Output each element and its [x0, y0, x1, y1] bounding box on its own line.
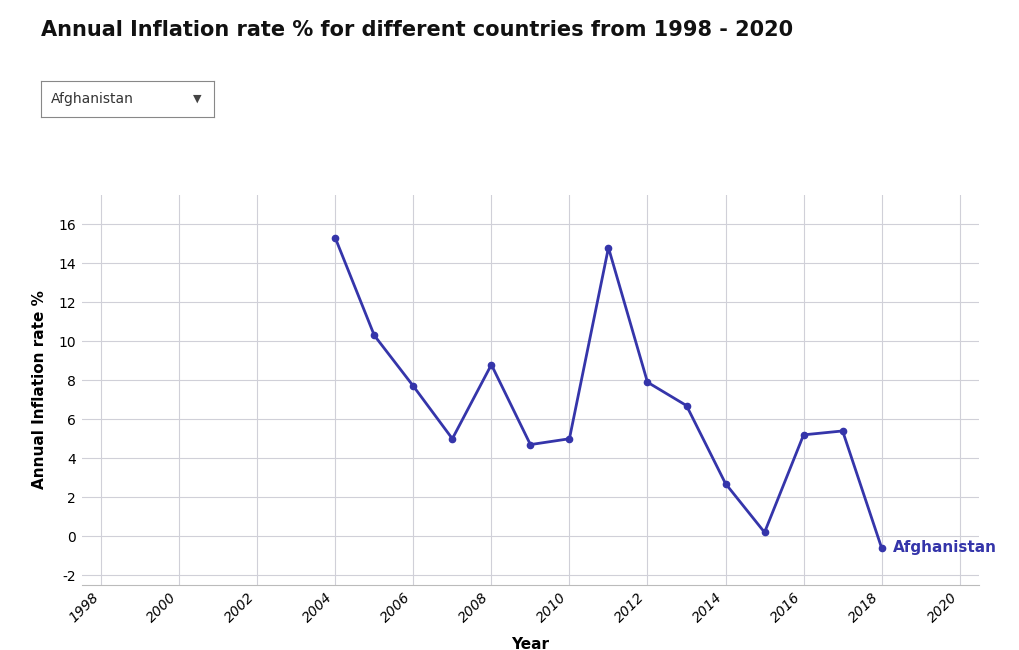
Text: Annual Inflation rate % for different countries from 1998 - 2020: Annual Inflation rate % for different co…: [41, 20, 792, 40]
Y-axis label: Annual Inflation rate %: Annual Inflation rate %: [33, 291, 47, 489]
Text: Afghanistan: Afghanistan: [51, 92, 133, 106]
Text: Afghanistan: Afghanistan: [893, 540, 997, 556]
X-axis label: Year: Year: [511, 636, 549, 650]
Text: ▼: ▼: [193, 94, 201, 104]
